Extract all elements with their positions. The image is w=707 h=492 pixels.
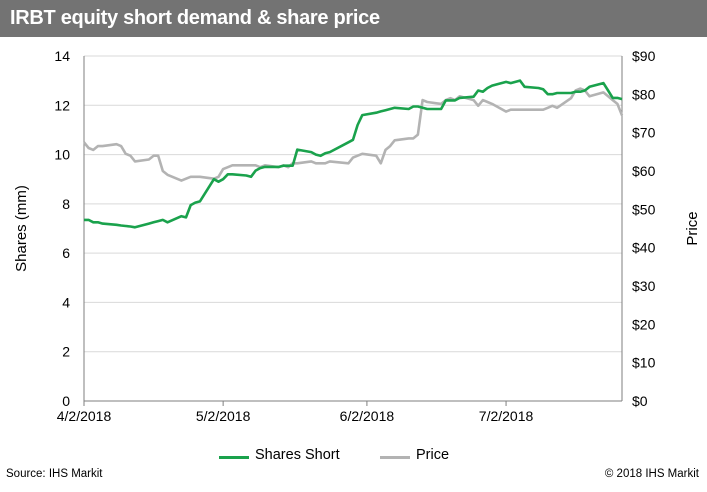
- chart-title: IRBT equity short demand & share price: [10, 7, 380, 29]
- title-bar: IRBT equity short demand & share price: [0, 0, 707, 37]
- y2-tick-label: $30: [632, 278, 656, 294]
- legend-label-shares-short: Shares Short: [255, 447, 340, 463]
- x-tick-label: 6/2/2018: [340, 408, 395, 424]
- legend-swatch-shares-short: [219, 456, 249, 459]
- y-tick-label: 10: [54, 147, 70, 163]
- y2-tick-label: $90: [632, 48, 656, 64]
- y2-tick-label: $40: [632, 240, 656, 256]
- y2-tick-label: $60: [632, 163, 656, 179]
- y2-tick-label: $10: [632, 355, 656, 371]
- y2-tick-label: $50: [632, 201, 656, 217]
- y-tick-label: 0: [62, 393, 70, 409]
- x-tick-label: 4/2/2018: [57, 408, 112, 424]
- y-tick-label: 2: [62, 344, 70, 360]
- copyright-note: © 2018 IHS Markit: [604, 468, 699, 480]
- x-tick-label: 7/2/2018: [479, 408, 534, 424]
- y2-tick-label: $20: [632, 316, 656, 332]
- y-tick-label: 12: [54, 97, 70, 113]
- legend-swatch-price: [380, 456, 410, 459]
- y2-axis-title: Price: [684, 211, 701, 245]
- legend-label-price: Price: [416, 447, 450, 463]
- source-note: Source: IHS Markit: [6, 468, 103, 480]
- legend: Shares Short Price: [0, 447, 707, 467]
- y2-tick-label: $70: [632, 125, 656, 141]
- y-tick-label: 14: [54, 48, 70, 64]
- y2-tick-label: $0: [632, 393, 648, 409]
- series-line-price: [82, 87, 624, 182]
- y-tick-label: 8: [62, 196, 70, 212]
- x-tick-label: 5/2/2018: [196, 408, 251, 424]
- series-line-shares-short: [84, 79, 623, 229]
- y-tick-label: 6: [62, 245, 70, 261]
- y-tick-label: 4: [62, 294, 70, 310]
- y2-tick-label: $80: [632, 86, 656, 102]
- y-axis-title: Shares (mm): [13, 185, 30, 272]
